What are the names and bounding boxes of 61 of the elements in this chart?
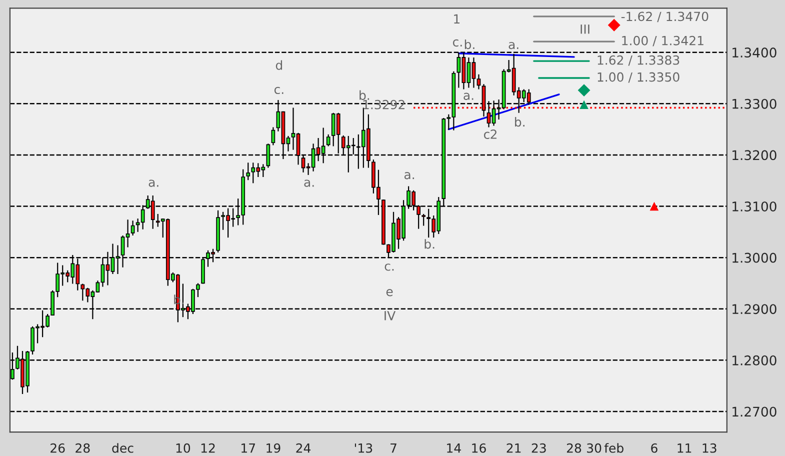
annotation: a.: [464, 92, 474, 100]
annotation: 2: [490, 130, 496, 139]
annotation: e: [386, 289, 393, 296]
candlestick: [271, 126, 276, 146]
annotation: d: [276, 60, 282, 70]
annotation: c.: [384, 264, 394, 271]
x-tick-label: 23: [532, 443, 546, 453]
x-tick-label: 10: [176, 443, 190, 453]
annotation: b.: [424, 239, 434, 249]
x-tick-label: 30: [587, 443, 602, 453]
annotation: a.: [508, 42, 518, 50]
x-tick-label: 24: [296, 443, 311, 453]
x-tick-label: feb: [604, 443, 624, 453]
x-tick-label: 26: [50, 443, 65, 453]
x-tick-label: 7: [390, 444, 396, 453]
x-tick-label: 17: [242, 444, 255, 453]
point: [578, 84, 590, 97]
annotation: a.: [404, 172, 414, 180]
annotation: 1.62 / 1.3383: [598, 55, 680, 66]
x-tick-label: 13: [702, 443, 716, 453]
y-tick-label: 1.3000: [732, 252, 776, 263]
annotation: c.: [452, 39, 462, 47]
annotation: b.: [515, 117, 524, 127]
candlestick: [130, 220, 135, 236]
annotation: a.: [304, 180, 314, 187]
annotation: IV: [384, 311, 396, 320]
annotation: b.: [464, 39, 474, 50]
x-tick-label: 14: [447, 444, 461, 453]
point: [650, 202, 659, 211]
y-tick-label: 1.3100: [732, 201, 776, 212]
x-tick-label: 28: [76, 443, 90, 453]
y-tick-label: 1.3400: [732, 48, 776, 58]
annotation: c.: [274, 86, 284, 94]
annotation: III: [580, 24, 590, 34]
y-tick-label: 1.2900: [732, 304, 776, 314]
candlestick: [326, 134, 330, 147]
annotation: c: [484, 132, 490, 139]
y-tick-label: 1.3200: [732, 150, 776, 160]
annotation: 1.00 / 1.3350: [598, 72, 680, 83]
x-tick-label: 12: [201, 443, 215, 453]
point: [580, 100, 588, 110]
candlestick: [246, 162, 250, 181]
x-tick-label: dec: [112, 443, 134, 453]
point: [608, 18, 620, 32]
x-tick-label: 6: [651, 443, 658, 453]
x-tick-label: 16: [472, 443, 486, 453]
x-tick-label: 28: [566, 443, 582, 453]
annotation: b.: [360, 90, 370, 100]
x-tick-label: 11: [678, 444, 692, 453]
candlestick: [422, 213, 426, 226]
y-tick-label: 1.2800: [732, 355, 776, 366]
x-tick-label: '13: [354, 443, 372, 453]
x-tick-label: 19: [266, 443, 280, 453]
annotation: 1.00 / 1.3421: [622, 36, 704, 46]
annotation: b.: [174, 294, 184, 304]
annotation: a.: [148, 180, 158, 187]
annotation: 1: [454, 14, 460, 24]
y-tick-label: 1.2700: [732, 406, 776, 417]
annotation: -1.62 / 1.3470: [621, 12, 708, 22]
x-tick-label: 21: [506, 443, 521, 453]
y-tick-label: 1.3300: [732, 98, 776, 109]
